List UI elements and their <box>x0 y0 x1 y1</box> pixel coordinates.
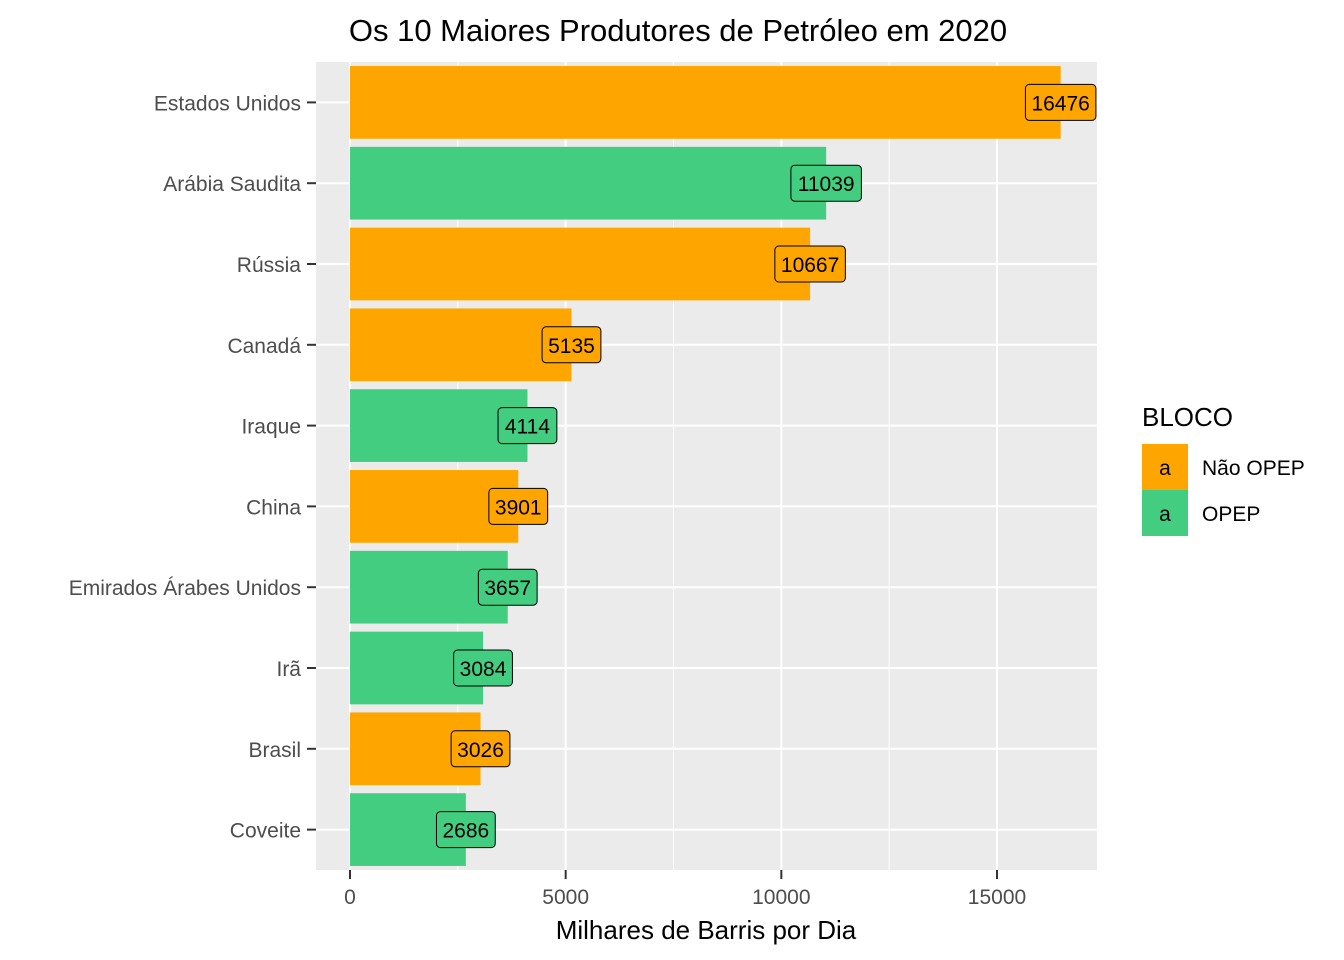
bar <box>350 66 1061 139</box>
data-label-box <box>435 811 496 849</box>
data-label-box <box>453 649 513 687</box>
legend-key-glyph: a <box>1159 457 1171 480</box>
y-tick-label: Rússia <box>237 254 302 277</box>
y-tick-label: Iraque <box>241 416 301 439</box>
data-label: 4114 <box>505 416 550 439</box>
y-tick-label: Arábia Saudita <box>163 173 301 196</box>
y-tick-label: Coveite <box>230 820 301 843</box>
data-label: 3901 <box>495 496 542 519</box>
data-label: 11039 <box>798 173 855 196</box>
y-tick-label: Canadá <box>227 335 301 358</box>
data-label-box <box>450 730 511 768</box>
x-tick-label: 5000 <box>542 886 589 909</box>
x-tick-label: 15000 <box>968 886 1026 909</box>
legend-key <box>1142 444 1188 490</box>
bar <box>350 146 827 220</box>
legend-title: BLOCO <box>1142 402 1233 432</box>
data-label-box <box>1024 83 1097 121</box>
data-label: 10667 <box>781 254 839 277</box>
data-labels: 16476 11039 10667 5135 4114 3901 3657 3084 3026 2… <box>435 83 1097 849</box>
x-tick-label: 0 <box>344 886 356 909</box>
data-label: 2686 <box>442 820 489 843</box>
y-tick-label: Irã <box>276 658 301 681</box>
data-label: 3657 <box>484 577 531 600</box>
legend: BLOCO a Não OPEP a OPEP <box>1142 402 1305 536</box>
data-label-box <box>477 568 538 606</box>
data-label: 5135 <box>548 335 595 358</box>
data-label-box <box>497 407 558 445</box>
y-tick-label: China <box>246 496 301 519</box>
x-tick-label: 10000 <box>752 886 810 909</box>
y-axis: Estados Unidos Arábia Saudita Rússia Canadá… <box>69 92 316 843</box>
data-label: 16476 <box>1031 92 1089 115</box>
x-axis-title: Milhares de Barris por Dia <box>556 915 857 945</box>
legend-key <box>1142 490 1188 536</box>
data-label-box <box>488 487 549 525</box>
data-label: 3026 <box>457 739 504 762</box>
chart-title: Os 10 Maiores Produtores de Petróleo em … <box>349 13 1007 48</box>
data-label: 3084 <box>460 658 507 681</box>
data-label-box <box>541 326 602 364</box>
data-label-box <box>790 164 862 202</box>
bars <box>350 66 1061 866</box>
legend-label: Não OPEP <box>1202 457 1305 480</box>
legend-key-glyph: a <box>1159 503 1171 526</box>
legend-label: OPEP <box>1202 503 1260 526</box>
y-tick-label: Estados Unidos <box>154 92 301 115</box>
x-axis: 0 5000 10000 15000 <box>344 870 1026 909</box>
bar <box>350 308 572 382</box>
y-tick-label: Brasil <box>248 739 301 762</box>
y-tick-label: Emirados Árabes Unidos <box>69 577 301 600</box>
data-label-box <box>774 245 846 283</box>
bar <box>350 227 811 301</box>
